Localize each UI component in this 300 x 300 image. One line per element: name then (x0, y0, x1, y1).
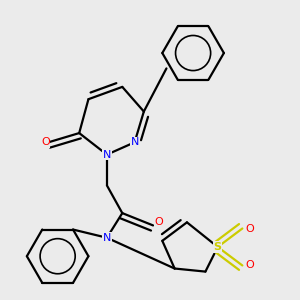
Text: O: O (246, 224, 254, 233)
Text: O: O (41, 137, 50, 147)
Text: O: O (246, 260, 254, 270)
Text: O: O (155, 217, 164, 227)
Text: N: N (103, 150, 111, 160)
Text: N: N (130, 137, 139, 147)
Text: N: N (103, 233, 111, 243)
Text: S: S (214, 242, 222, 252)
